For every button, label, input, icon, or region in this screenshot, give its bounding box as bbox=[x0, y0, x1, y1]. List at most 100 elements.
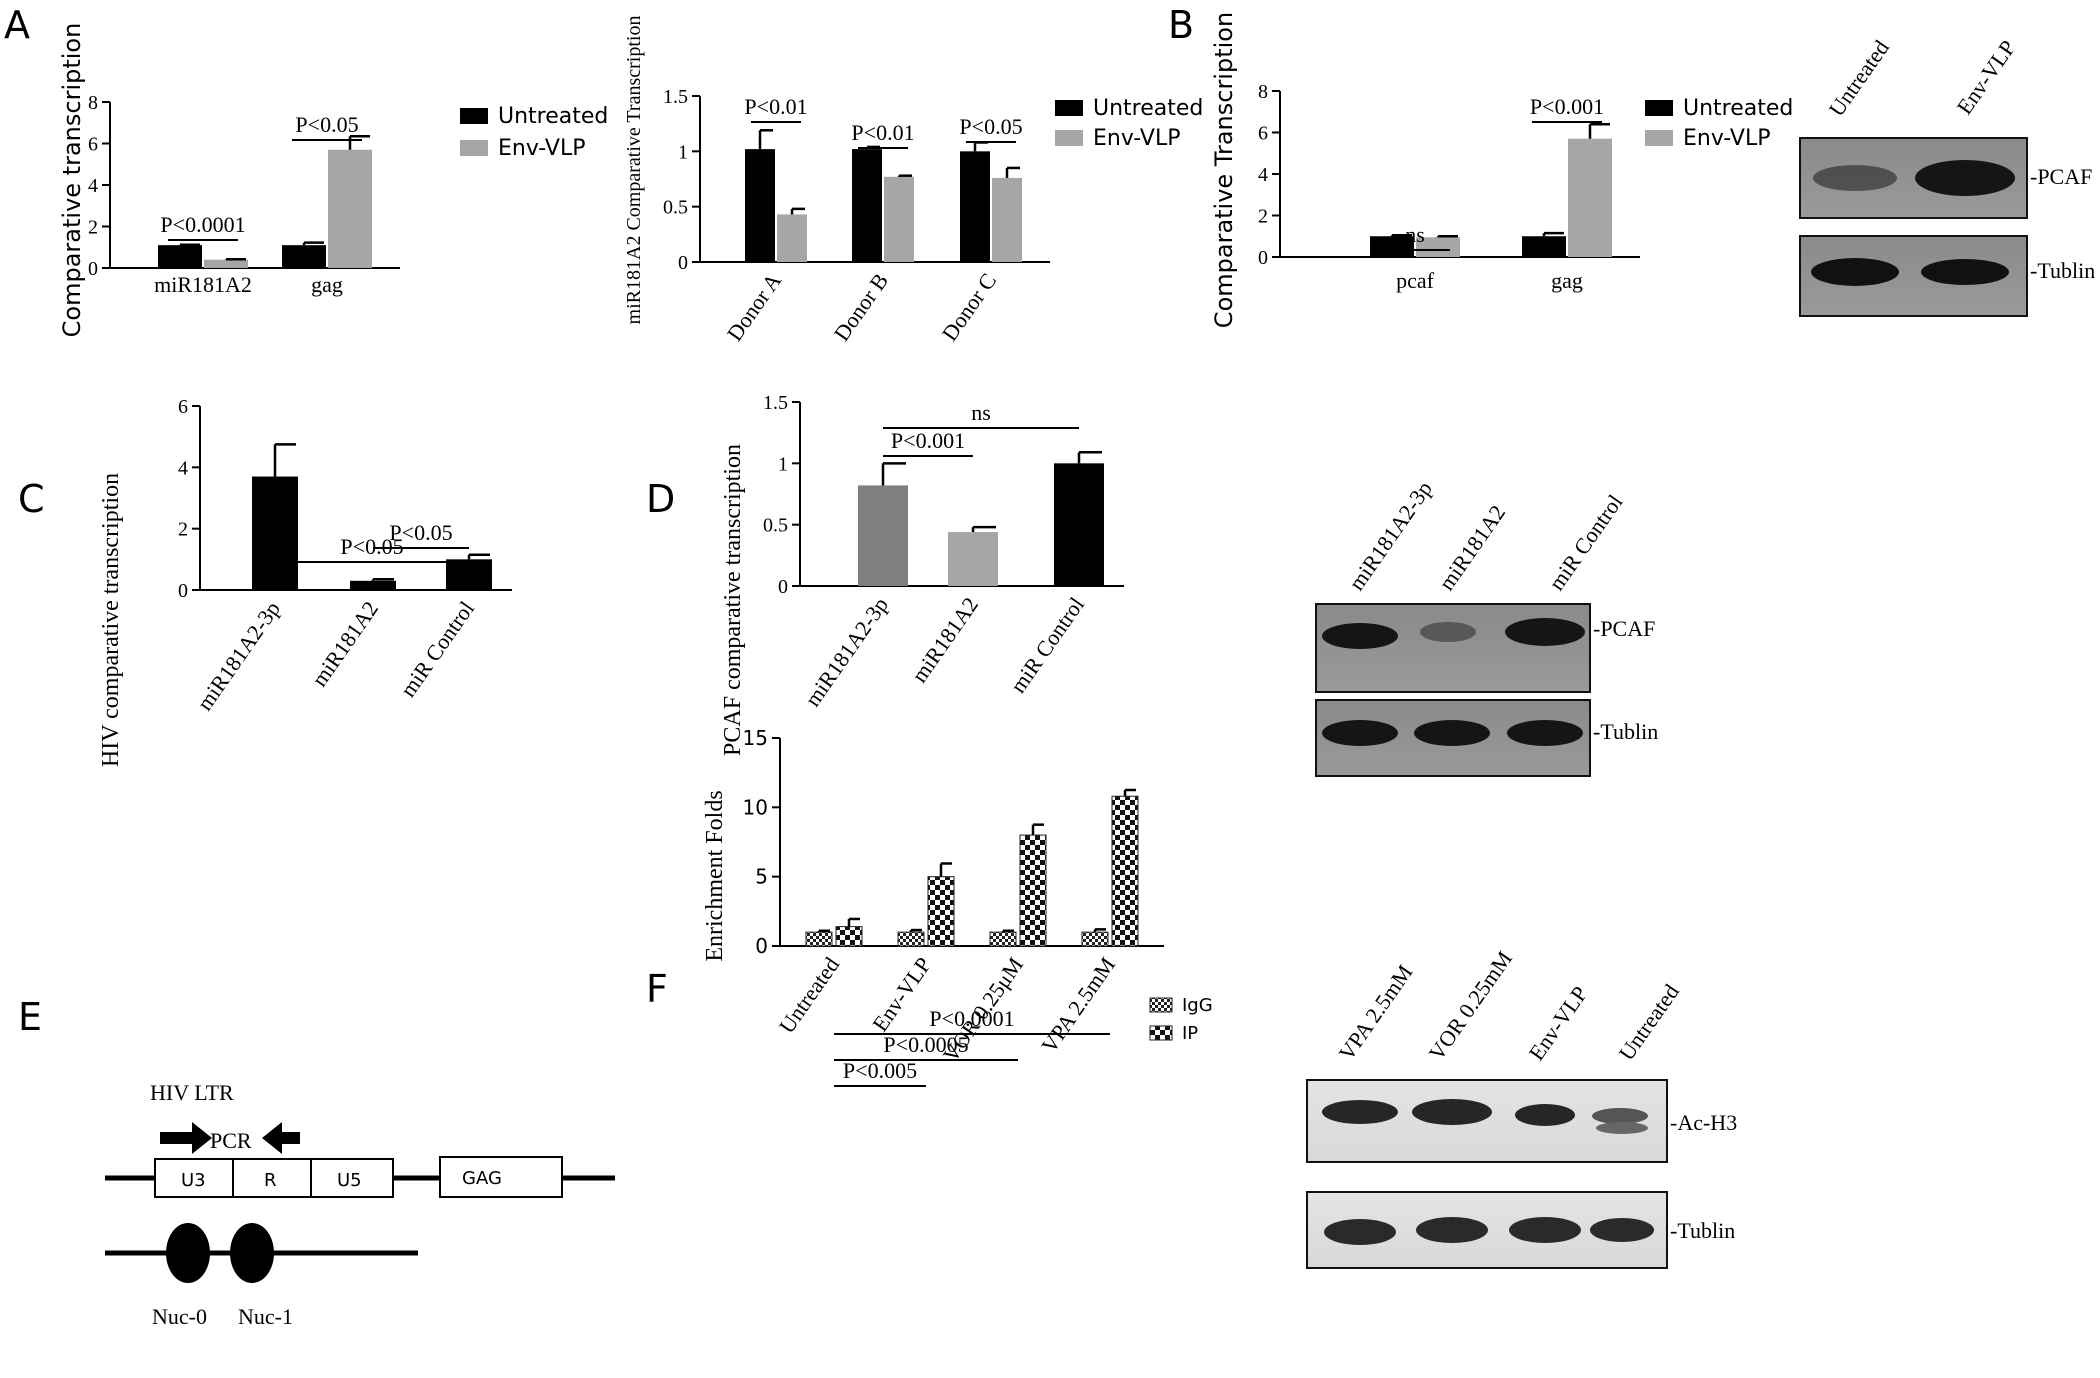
y-tick-label: 0 bbox=[88, 258, 98, 280]
y-tick-label: 0.5 bbox=[663, 197, 688, 219]
blot-b-lane-label: Untreated bbox=[1824, 35, 1894, 120]
bar bbox=[1568, 138, 1612, 257]
blot-band bbox=[1414, 720, 1490, 746]
bar bbox=[1111, 795, 1139, 947]
panel-letter-b: B bbox=[1168, 3, 1194, 47]
y-tick-label: 2 bbox=[88, 217, 98, 239]
y-axis-label: HIV comparative transcription bbox=[98, 473, 124, 767]
blot-b-lane-label: Env-VLP bbox=[1952, 35, 2021, 118]
bar bbox=[948, 532, 998, 586]
blot-d-lane-label: miR181A2 bbox=[1434, 500, 1511, 594]
bar bbox=[1416, 237, 1460, 257]
legend-swatch bbox=[1645, 130, 1673, 146]
bar bbox=[158, 245, 202, 268]
y-axis-label: PCAF comparative transcription bbox=[720, 444, 746, 756]
y-axis-label: Enrichment Folds bbox=[702, 790, 728, 961]
nucleosome-label: Nuc-1 bbox=[238, 1304, 293, 1329]
blot-f-lane-label: VPA 2.5mM bbox=[1334, 960, 1418, 1065]
bar bbox=[745, 149, 775, 262]
blot-d-lane-label: miR181A2-3p bbox=[1344, 476, 1437, 594]
significance-label: P<0.05 bbox=[340, 534, 403, 559]
bar bbox=[1081, 931, 1109, 947]
y-tick-label: 0 bbox=[678, 252, 688, 274]
x-tick-label: Untreated bbox=[774, 953, 844, 1038]
bar bbox=[897, 931, 925, 947]
blot-band bbox=[1921, 259, 2009, 285]
x-tick-label: miR Control bbox=[1005, 593, 1089, 698]
blot-band bbox=[1412, 1099, 1492, 1125]
bar bbox=[350, 580, 396, 590]
legend-swatch bbox=[1149, 1025, 1173, 1041]
significance-label: P<0.001 bbox=[1530, 94, 1604, 119]
legend-swatch bbox=[1055, 130, 1083, 146]
blot-band bbox=[1324, 1219, 1396, 1245]
significance-label: P<0.0005 bbox=[883, 1032, 968, 1057]
blot-band bbox=[1915, 160, 2015, 196]
ltr-segment-label: R bbox=[264, 1170, 277, 1191]
primer-forward-arrow bbox=[160, 1122, 212, 1154]
gag-gene-label: GAG bbox=[462, 1168, 502, 1189]
x-tick-label: miR Control bbox=[395, 597, 479, 702]
bar bbox=[805, 931, 833, 947]
bar bbox=[989, 931, 1017, 947]
blot-band bbox=[1515, 1104, 1575, 1126]
primer-reverse-arrow bbox=[262, 1122, 300, 1154]
blot-band bbox=[1590, 1218, 1654, 1242]
legend-label: IgG bbox=[1182, 995, 1213, 1016]
y-tick-label: 8 bbox=[88, 92, 98, 114]
y-tick-label: 2 bbox=[1258, 206, 1268, 228]
significance-label: P<0.0001 bbox=[160, 212, 245, 237]
x-tick-label: gag bbox=[1551, 268, 1583, 293]
ltr-title: HIV LTR bbox=[150, 1080, 234, 1105]
legend-label: IP bbox=[1182, 1023, 1198, 1044]
blot-band bbox=[1420, 622, 1476, 642]
chart-c-hiv-transcription: 0 2 4 6 HIV comparative transcription miR181A… bbox=[98, 396, 512, 767]
bar bbox=[204, 259, 248, 268]
bar bbox=[1370, 236, 1414, 257]
x-tick-label: miR181A2 bbox=[907, 593, 984, 687]
blot-f-band-label: -Ac-H3 bbox=[1670, 1110, 1737, 1135]
x-tick-label: Env-VLP bbox=[867, 953, 936, 1036]
legend-swatch bbox=[460, 140, 488, 156]
y-tick-label: 8 bbox=[1258, 81, 1268, 103]
x-tick-label: miR181A2 bbox=[154, 272, 252, 297]
x-tick-label: miR181A2-3p bbox=[800, 593, 893, 711]
bar bbox=[282, 245, 326, 268]
ltr-diagram: HIV LTR PCR U3 R U5 GAG Nuc-0 Nuc-1 bbox=[105, 1080, 615, 1329]
y-tick-label: 1 bbox=[778, 453, 788, 475]
y-tick-label: 4 bbox=[178, 457, 188, 479]
blot-band bbox=[1322, 720, 1398, 746]
blot-band bbox=[1592, 1108, 1648, 1124]
bar bbox=[992, 177, 1022, 262]
y-tick-label: 6 bbox=[88, 134, 98, 156]
blot-band bbox=[1507, 720, 1583, 746]
y-tick-label: 4 bbox=[88, 175, 98, 197]
significance-label: P<0.01 bbox=[744, 94, 807, 119]
y-tick-label: 10 bbox=[743, 795, 768, 819]
blot-b-band-label: -PCAF bbox=[2030, 164, 2092, 189]
y-tick-label: 0 bbox=[778, 576, 788, 598]
bar bbox=[858, 485, 908, 586]
western-blot-f: VPA 2.5mM VOR 0.25mM Env-VLP Untreated -… bbox=[1306, 946, 1737, 1269]
x-tick-label: miR181A2-3p bbox=[192, 597, 285, 715]
legend-swatch bbox=[1055, 100, 1083, 116]
y-tick-label: 5 bbox=[755, 865, 768, 889]
nucleosome-0 bbox=[166, 1223, 210, 1283]
x-tick-label: Donor A bbox=[722, 268, 786, 345]
significance-label: ns bbox=[1405, 222, 1425, 247]
blot-band bbox=[1811, 258, 1899, 286]
y-tick-label: 0 bbox=[178, 580, 188, 602]
blot-band bbox=[1505, 618, 1585, 646]
bar bbox=[960, 151, 990, 262]
blot-f-band-label: -Tublin bbox=[1670, 1218, 1735, 1243]
legend-label: Env-VLP bbox=[1683, 126, 1771, 151]
western-blot-b: Untreated Env-VLP -PCAF -Tublin bbox=[1799, 35, 2095, 317]
y-axis-label: Comparative Transcription bbox=[1210, 12, 1238, 328]
y-axis-label: miR181A2 Comparative Transcription bbox=[623, 16, 645, 325]
bar bbox=[446, 559, 492, 590]
bar bbox=[252, 476, 298, 590]
blot-d-band-label: -Tublin bbox=[1593, 719, 1658, 744]
